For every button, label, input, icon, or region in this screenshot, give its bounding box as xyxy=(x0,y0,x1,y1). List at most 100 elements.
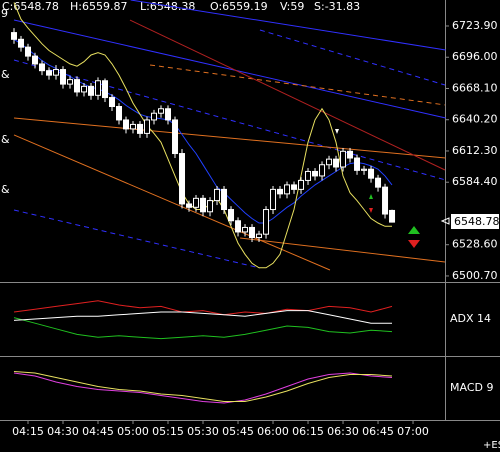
candle-body xyxy=(165,108,172,121)
y-tick-label: 6723.90 xyxy=(452,19,498,32)
candle-body xyxy=(11,32,18,40)
candle-body xyxy=(235,220,242,233)
price-box xyxy=(451,214,499,229)
candle-body xyxy=(53,69,60,76)
trend-line xyxy=(129,19,446,171)
header-item: C:6548.78 xyxy=(2,0,59,13)
left-label: & xyxy=(1,68,10,81)
x-tick-label: 05:30 xyxy=(187,425,219,438)
candle-body xyxy=(270,188,277,211)
candle-body xyxy=(60,69,67,85)
candle-body xyxy=(158,108,165,114)
x-tick-label: 06:00 xyxy=(257,425,289,438)
x-tick-label: 05:45 xyxy=(222,425,254,438)
candle-body xyxy=(389,209,396,223)
y-tick-label: 6500.70 xyxy=(452,269,498,282)
marker xyxy=(408,226,420,234)
panel-title: ADX 14 xyxy=(450,312,491,325)
symbol: +ES xyxy=(483,440,500,451)
candle-body xyxy=(319,164,326,177)
candle-body xyxy=(130,123,137,130)
marker xyxy=(335,129,339,134)
marker xyxy=(369,194,373,199)
candle-body xyxy=(95,80,102,96)
candle-body xyxy=(32,55,39,65)
candle-body xyxy=(347,150,354,159)
candle-body xyxy=(18,38,25,48)
trend-line xyxy=(13,117,446,159)
x-tick-label: 05:15 xyxy=(152,425,184,438)
header-item: H:6559.87 xyxy=(70,0,127,13)
candle-body xyxy=(214,188,221,202)
indicator-line xyxy=(13,300,393,316)
candle-body xyxy=(81,85,88,93)
candle-body xyxy=(123,119,130,130)
candle-body xyxy=(354,157,361,171)
candle-body xyxy=(361,168,368,171)
header-item: L:6548.38 xyxy=(140,0,195,13)
candle-body xyxy=(312,170,319,177)
indicator-line xyxy=(13,310,392,324)
indicator-line xyxy=(13,317,393,340)
candle-body xyxy=(242,226,249,233)
candle-body xyxy=(137,123,144,134)
candle-body xyxy=(193,197,200,208)
candle-body xyxy=(46,70,53,76)
indicator-line xyxy=(13,372,393,404)
panel-title: MACD 9 xyxy=(450,381,493,394)
candle-body xyxy=(277,188,284,195)
header-item: V:59 xyxy=(280,0,304,13)
x-tick-label: 06:45 xyxy=(362,425,394,438)
trend-line xyxy=(13,134,331,271)
candle-body xyxy=(228,209,235,222)
candle-body xyxy=(109,97,116,108)
candle-body xyxy=(221,188,228,211)
candle-body xyxy=(25,46,32,57)
trend-line xyxy=(149,64,446,106)
candle-body xyxy=(298,179,305,190)
marker xyxy=(408,240,420,248)
candle-body xyxy=(382,186,389,215)
candle-body xyxy=(333,158,340,168)
trend-line xyxy=(259,29,446,86)
y-tick-label: 6528.60 xyxy=(452,238,498,251)
trend-line xyxy=(13,59,446,181)
trend-line xyxy=(130,0,446,51)
y-tick-label: 6668.10 xyxy=(452,81,498,94)
price-pointer xyxy=(440,217,450,225)
candle-body xyxy=(284,184,291,195)
last-price: 6548.78 xyxy=(454,215,500,228)
candle-body xyxy=(340,150,347,168)
candle-body xyxy=(305,170,312,181)
trend-line xyxy=(13,19,446,119)
x-tick-label: 04:45 xyxy=(82,425,114,438)
candle-body xyxy=(102,80,109,99)
candle-body xyxy=(291,184,298,190)
x-tick-label: 04:15 xyxy=(12,425,44,438)
candle-body xyxy=(116,106,123,121)
candle-body xyxy=(249,226,256,239)
candle-body xyxy=(179,153,186,205)
candle-body xyxy=(144,119,151,134)
y-tick-label: 6612.30 xyxy=(452,144,498,157)
trend-line xyxy=(13,209,261,269)
x-tick-label: 04:30 xyxy=(47,425,79,438)
y-tick-label: 6696.00 xyxy=(452,50,498,63)
y-tick-label: 6640.20 xyxy=(452,113,498,126)
candle-body xyxy=(67,79,74,85)
candle-body xyxy=(207,200,214,213)
candle-body xyxy=(172,119,179,155)
marker xyxy=(369,208,373,213)
candle-body xyxy=(39,63,46,72)
candle-body xyxy=(88,85,95,96)
candle-body xyxy=(151,112,158,121)
candle-body xyxy=(375,177,382,188)
candle-body xyxy=(200,197,207,213)
x-tick-label: 06:15 xyxy=(292,425,324,438)
candle-body xyxy=(74,79,81,93)
trend-line xyxy=(240,237,446,263)
left-label: & xyxy=(1,183,10,196)
x-tick-label: 06:30 xyxy=(327,425,359,438)
